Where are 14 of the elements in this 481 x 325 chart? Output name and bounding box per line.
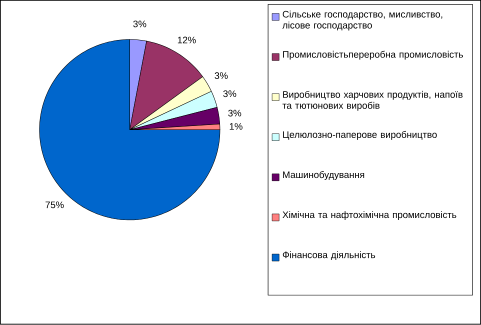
data-label: 3% xyxy=(133,20,146,28)
data-label: 3% xyxy=(214,72,228,80)
data-label: 75% xyxy=(46,202,64,208)
data-label: 3% xyxy=(223,90,236,98)
legend-label: Сільське господарство, мисливство, лісове господарство xyxy=(282,10,442,31)
legend-label: Машинобудування xyxy=(283,171,364,180)
data-label: 1% xyxy=(230,123,242,130)
data-label: 12% xyxy=(178,36,196,44)
legend-label: Хімічна та нафтохімічна промисловість xyxy=(282,211,456,220)
data-label: 3% xyxy=(228,110,242,117)
legend-label: Промисловістьпереробна промисловість xyxy=(283,50,463,60)
legend-label: Целюлозно-паперове виробництво xyxy=(283,131,437,140)
legend-label: Фінансова діяльність xyxy=(282,251,376,260)
legend-label: Виробництво харчових продуктів, напоїв та тютюнових виробів xyxy=(282,91,463,111)
